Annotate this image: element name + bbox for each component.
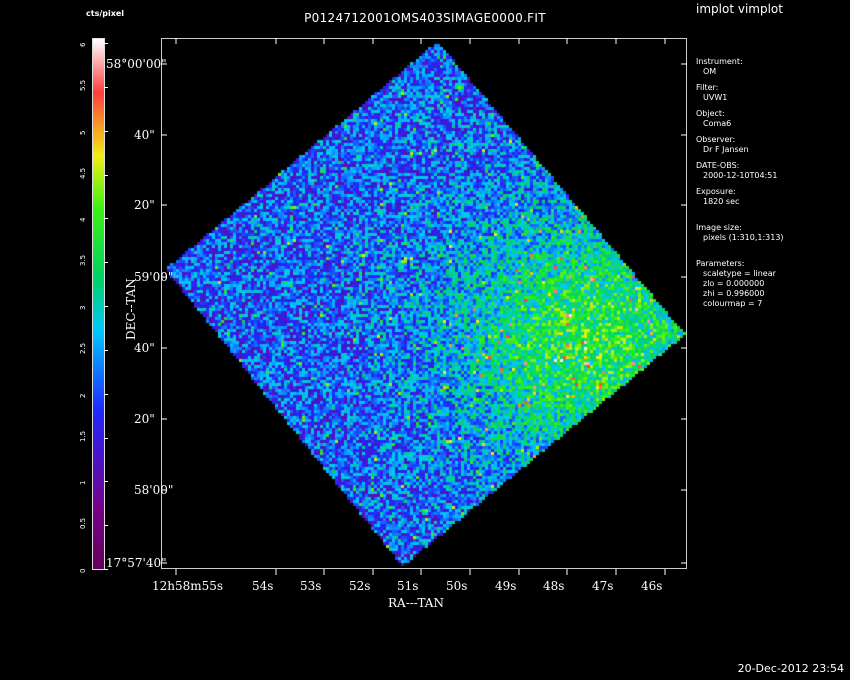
footer-date: 20-Dec-2012 23:54 (737, 662, 844, 675)
colorbar-tick-label: 0 (79, 568, 87, 573)
zlo-value: zlo = 0.000000 (703, 279, 765, 288)
colorbar-tick (104, 437, 108, 439)
y-tick-label: 17°57'40" (106, 556, 167, 570)
object-label: Object: (696, 109, 725, 118)
x-tick-label: 12h58m55s (152, 579, 223, 593)
colorbar-tick-label: 3.5 (79, 255, 87, 267)
object-value: Coma6 (703, 119, 732, 128)
x-tick-label: 47s (592, 579, 613, 593)
x-tick-label: 48s (543, 579, 564, 593)
colorbar-title: cts/pixel (86, 9, 125, 18)
x-tick-label: 53s (300, 579, 321, 593)
y-tick-label: 40" (134, 341, 155, 355)
colorbar-tick (104, 525, 108, 527)
date-obs-label: DATE-OBS: (696, 161, 740, 170)
x-tick-label: 54s (252, 579, 273, 593)
x-axis-title: RA---TAN (388, 596, 444, 610)
colorbar-tick-label: 5 (79, 130, 87, 135)
colorbar-tick (104, 86, 108, 88)
colorbar (92, 38, 105, 570)
colorbar-tick-label: 5.5 (79, 79, 87, 91)
date-obs-value: 2000-12-10T04:51 (703, 171, 778, 180)
colourmap-value: colourmap = 7 (703, 299, 763, 308)
colorbar-tick-label: 6 (79, 42, 87, 47)
colorbar-tick (104, 262, 108, 264)
y-axis-title: DEC--TAN (124, 278, 138, 340)
colorbar-tick (104, 174, 108, 176)
instrument-label: Instrument: (696, 57, 743, 66)
colorbar-tick (104, 218, 108, 220)
colorbar-tick-label: 4.5 (79, 167, 87, 179)
colorbar-tick (104, 306, 108, 307)
colorbar-tick (104, 130, 108, 132)
x-tick-label: 50s (446, 579, 467, 593)
colorbar-tick-label: 0.5 (79, 518, 87, 530)
x-tick-label: 51s (397, 579, 418, 593)
colorbar-tick-label: 2 (79, 393, 87, 398)
colorbar-tick (104, 43, 108, 44)
colorbar-tick (104, 569, 108, 570)
colorbar-tick (104, 393, 108, 395)
observer-value: Dr F Jansen (703, 145, 749, 154)
program-label: implot vimplot (696, 2, 783, 16)
info-panel: Instrument: OM Filter: UVW1 Object: Coma… (696, 57, 784, 309)
colorbar-tick-label: 3 (79, 305, 87, 310)
y-tick-label: 20" (134, 198, 155, 212)
y-tick-label: 58°00'00" (106, 57, 167, 71)
x-tick-label: 52s (349, 579, 370, 593)
x-tick-label: 49s (495, 579, 516, 593)
image-size-value: pixels (1:310,1:313) (703, 233, 784, 242)
colorbar-tick-label: 1.5 (79, 430, 87, 442)
instrument-value: OM (703, 67, 717, 76)
exposure-value: 1820 sec (703, 197, 740, 206)
zhi-value: zhi = 0.996000 (703, 289, 765, 298)
colorbar-tick-label: 4 (79, 217, 87, 223)
colorbar-tick (104, 349, 108, 351)
colorbar-tick (104, 481, 108, 483)
scaletype-value: scaletype = linear (703, 269, 776, 278)
plot-title: P0124712001OMS403SIMAGE0000.FIT (304, 11, 546, 25)
y-tick-label: 40" (134, 128, 155, 142)
parameters-label: Parameters: (696, 259, 745, 268)
colorbar-tick-label: 1 (79, 480, 87, 486)
image-size-label: Image size: (696, 223, 742, 232)
exposure-label: Exposure: (696, 187, 736, 196)
sky-image (161, 38, 687, 569)
colorbar-tick-label: 2.5 (79, 342, 87, 354)
x-tick-label: 46s (641, 579, 662, 593)
filter-label: Filter: (696, 83, 719, 92)
filter-value: UVW1 (703, 93, 728, 102)
observer-label: Observer: (696, 135, 736, 144)
y-tick-label: 20" (134, 412, 155, 426)
